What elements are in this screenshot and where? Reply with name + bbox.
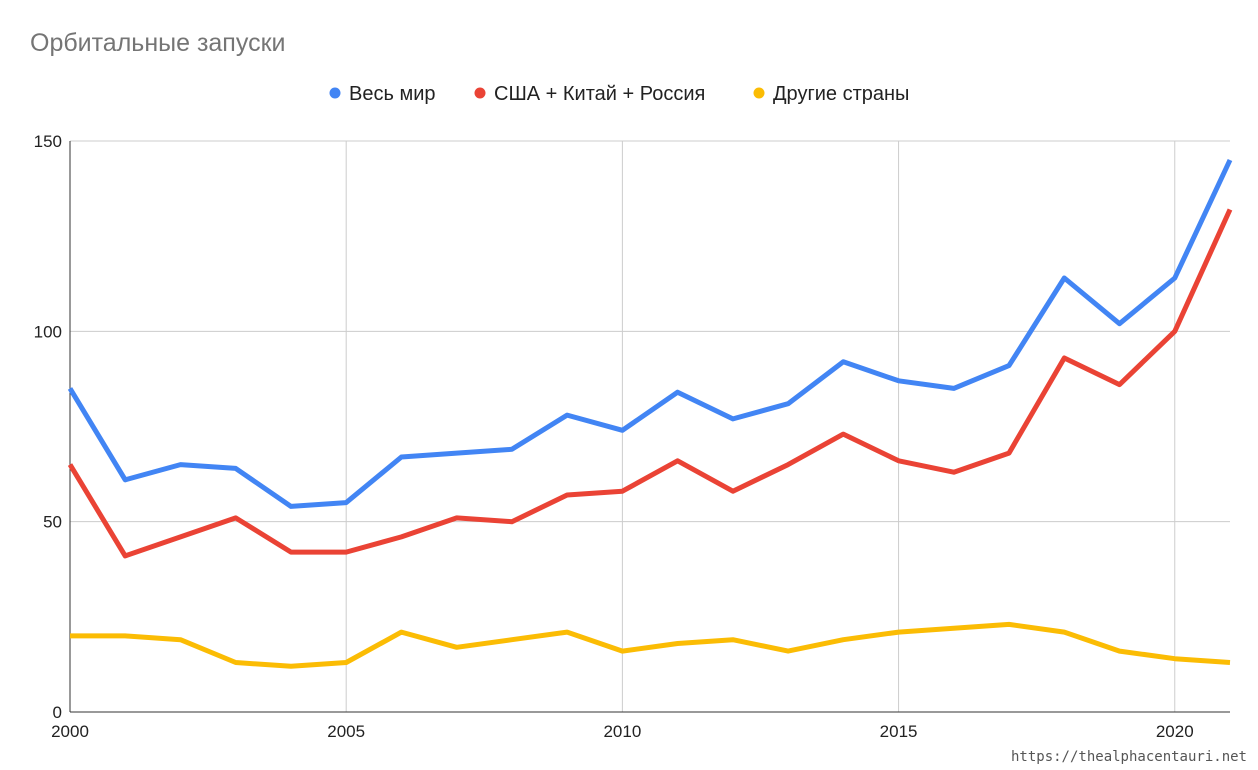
legend-marker-1: [474, 87, 486, 99]
chart-title: Орбитальные запуски: [30, 29, 285, 57]
series-line-2: [70, 621, 1231, 669]
series-line-0: [67, 158, 1233, 509]
y-tick-label: 0: [53, 703, 62, 722]
x-tick-label: 2020: [1156, 722, 1194, 741]
x-tick-label: 2010: [603, 722, 641, 741]
y-tick-label: 150: [34, 132, 62, 151]
series-line-1: [67, 208, 1233, 559]
y-tick-label: 50: [43, 513, 62, 532]
x-tick-label: 2000: [51, 722, 89, 741]
x-tick-label: 2015: [880, 722, 918, 741]
legend-marker-2: [753, 87, 765, 99]
legend: Весь мир США + Китай + Россия Другие стран…: [329, 83, 909, 105]
legend-marker-0: [329, 87, 341, 99]
x-tick-label: 2005: [327, 722, 365, 741]
axes: [69, 141, 1230, 713]
series-layer: [67, 158, 1233, 669]
legend-label-2: Другие страны: [773, 83, 909, 105]
legend-label-1: США + Китай + Россия: [494, 83, 705, 105]
y-tick-label: 100: [34, 322, 62, 341]
legend-label-0: Весь мир: [349, 83, 435, 105]
grid: [70, 140, 1230, 712]
tick-labels: 0 50 100 150 2000 2005 2010 2015 2020: [34, 132, 1194, 741]
watermark: https://thealphacentauri.net: [1011, 749, 1247, 765]
